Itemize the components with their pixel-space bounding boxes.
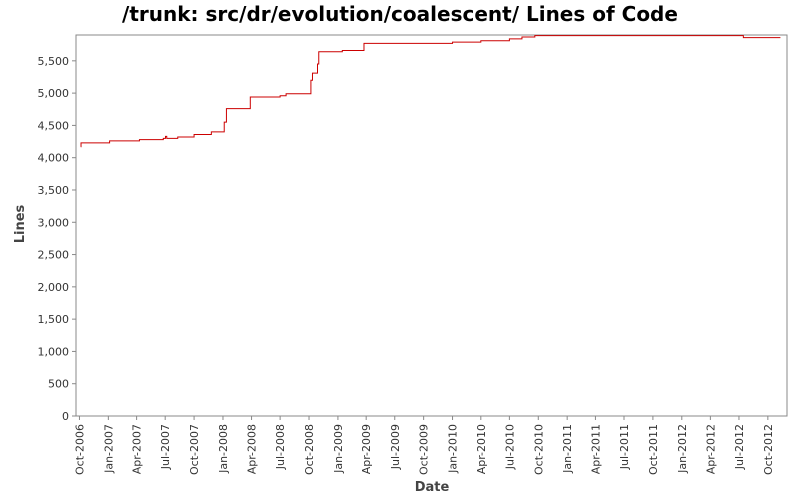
plot-area xyxy=(75,34,788,417)
x-tick-label: Jan-2012 xyxy=(676,424,689,474)
y-tick-label: 1,000 xyxy=(38,345,70,358)
x-tick-label: Oct-2008 xyxy=(303,424,316,475)
y-tick-label: 3,500 xyxy=(38,184,70,197)
x-tick-label: Jan-2010 xyxy=(447,424,460,474)
x-tick-label: Apr-2011 xyxy=(589,424,602,474)
series-layer xyxy=(80,35,781,148)
x-tick-label: Oct-2011 xyxy=(647,424,660,475)
x-axis-title: Date xyxy=(415,480,450,495)
y-tick-label: 4,500 xyxy=(38,119,70,132)
y-tick-label: 3,000 xyxy=(38,216,70,229)
x-tick-label: Jul-2008 xyxy=(274,424,287,470)
x-tick-label: Oct-2007 xyxy=(188,424,201,475)
y-axis-title: Lines xyxy=(13,204,28,243)
x-tick-label: Jul-2010 xyxy=(503,424,516,470)
x-tick-label: Jul-2009 xyxy=(389,424,402,470)
x-tick-label: Jan-2007 xyxy=(102,424,115,474)
y-tick-label: 4,000 xyxy=(38,152,70,165)
y-tick-label: 2,500 xyxy=(38,249,70,262)
x-tick-label: Apr-2007 xyxy=(131,424,144,474)
y-tick-label: 2,000 xyxy=(38,281,70,294)
y-tick-label: 1,500 xyxy=(38,313,70,326)
x-tick-label: Oct-2010 xyxy=(532,424,545,475)
x-tick-label: Jul-2007 xyxy=(159,424,172,470)
x-tick-label: Apr-2009 xyxy=(360,424,373,474)
x-tick-label: Jul-2011 xyxy=(618,424,631,470)
x-tick-label: Apr-2008 xyxy=(246,424,259,474)
chart-title: /trunk: src/dr/evolution/coalescent/ Lin… xyxy=(122,2,678,26)
x-axis: Oct-2006 Jan-2007 Apr-2007 Jul-2007 Oct-2007… xyxy=(73,416,775,475)
y-tick-label: 5,000 xyxy=(38,87,70,100)
x-tick-label: Apr-2012 xyxy=(704,424,717,474)
x-tick-label: Jan-2011 xyxy=(561,424,574,474)
y-axis: 0 500 1,000 1,500 2,000 2,500 3,000 3,500 4,000 4… xyxy=(38,55,76,423)
x-tick-label: Oct-2006 xyxy=(73,424,86,475)
y-tick-label: 5,500 xyxy=(38,55,70,68)
x-tick-label: Jan-2008 xyxy=(217,424,230,474)
x-tick-label: Jan-2009 xyxy=(332,424,345,474)
x-tick-label: Oct-2009 xyxy=(418,424,431,475)
x-tick-label: Jul-2012 xyxy=(733,424,746,470)
x-tick-label: Oct-2012 xyxy=(762,424,775,475)
y-tick-label: 0 xyxy=(62,410,69,423)
x-tick-label: Apr-2010 xyxy=(475,424,488,474)
series-line xyxy=(80,35,781,148)
y-tick-label: 500 xyxy=(48,378,69,391)
